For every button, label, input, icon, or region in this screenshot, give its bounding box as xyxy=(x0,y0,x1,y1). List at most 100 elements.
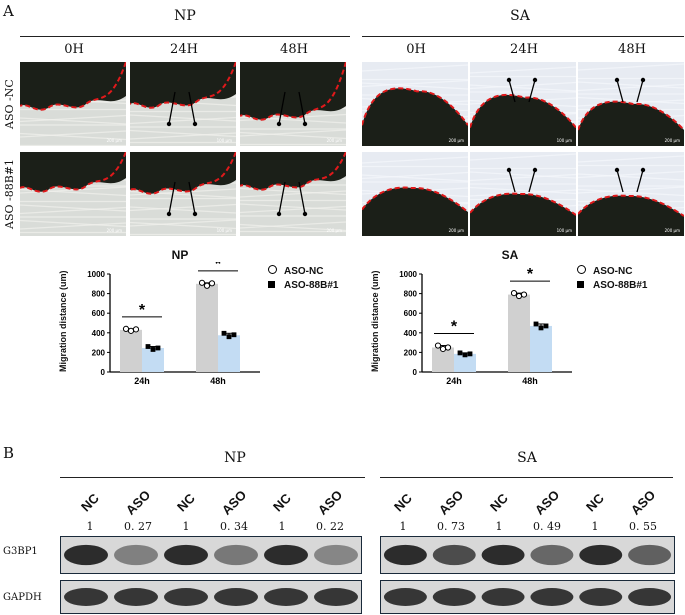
scale-bar-label: 200 μm xyxy=(106,228,122,233)
filled-square-marker-icon xyxy=(577,281,584,288)
sa-legend: ASO-NC ASO-88B#1 xyxy=(577,265,647,295)
np-lane-label-1: NC xyxy=(78,490,102,515)
wb-np-divider xyxy=(60,477,365,478)
sa-ratio-4: 0. 49 xyxy=(533,520,561,533)
np-point xyxy=(122,325,130,332)
sa-point xyxy=(467,351,473,357)
scale-bar-label: 100 μm xyxy=(556,138,572,143)
blot-band xyxy=(383,588,427,606)
np-group-title: NP xyxy=(174,8,196,24)
sa-gapdh-blot xyxy=(380,580,675,614)
blot-band xyxy=(481,544,525,566)
sa-point xyxy=(462,352,468,358)
blot-band xyxy=(64,588,108,606)
scale-bar-label: 100 μm xyxy=(216,138,232,143)
sa-micrograph-r2-c3: 200 μm xyxy=(578,152,684,236)
np-point xyxy=(231,332,237,338)
np-ratio-6: 0. 22 xyxy=(316,520,344,533)
sa-legend-label-aso-88b: ASO-88B#1 xyxy=(593,280,648,291)
np-lane-label-6: ASO xyxy=(314,487,346,518)
blot-label-gapdh: GAPDH xyxy=(3,592,42,603)
scale-bar-label: 100 μm xyxy=(216,228,232,233)
np-chart-title: NP xyxy=(171,248,189,262)
sa-point xyxy=(538,325,544,331)
sa-point xyxy=(533,321,539,327)
np-point xyxy=(198,279,206,286)
np-ytick-label: 1000 xyxy=(87,270,105,279)
blot-band xyxy=(530,588,574,606)
sa-header-48h: 48H xyxy=(618,42,646,57)
blot-band xyxy=(314,588,358,606)
np-bar-chart: 0 200 400 600 800 1000 24h * 48h * xyxy=(87,262,260,386)
np-legend-label-aso-88b: ASO-88B#1 xyxy=(284,280,339,291)
blot-band xyxy=(314,544,358,566)
blot-band xyxy=(64,544,108,566)
sa-ytick-label: 200 xyxy=(404,348,418,357)
np-ratio-1: 1 xyxy=(86,520,94,533)
wb-sa-group-title: SA xyxy=(517,450,537,466)
np-legend-item-aso-88b: ASO-88B#1 xyxy=(268,280,338,295)
np-g3bp1-blot xyxy=(60,536,362,574)
blot-band xyxy=(432,588,476,606)
scale-bar-label: 200 μm xyxy=(326,228,342,233)
np-xtick-label: 24h xyxy=(134,376,150,386)
scale-bar-label: 100 μm xyxy=(556,228,572,233)
wb-sa-divider xyxy=(380,477,673,478)
sa-ratio-6: 0. 55 xyxy=(629,520,657,533)
sa-ytick-label: 400 xyxy=(404,329,418,338)
blot-band xyxy=(164,544,208,566)
np-header-48h: 48H xyxy=(280,42,308,57)
sa-legend-item-aso-nc: ASO-NC xyxy=(577,265,647,280)
sa-group-divider xyxy=(362,36,684,37)
blot-band xyxy=(530,544,574,566)
sa-micrograph-r1-c1: 200 μm xyxy=(362,62,468,146)
np-ratio-2: 0. 27 xyxy=(124,520,152,533)
np-ratio-3: 1 xyxy=(182,520,190,533)
blot-band xyxy=(164,588,208,606)
sa-group-title: SA xyxy=(510,8,530,24)
sa-header-24h: 24H xyxy=(510,42,538,57)
sa-chart-title: SA xyxy=(501,248,519,262)
np-micrograph-r2-c2: 100 μm xyxy=(130,152,236,236)
blot-band xyxy=(579,588,623,606)
sa-point xyxy=(439,345,447,353)
sa-point xyxy=(515,292,523,300)
np-point xyxy=(132,326,140,333)
sa-ratio-2: 0. 73 xyxy=(437,520,465,533)
np-significance-star: * xyxy=(215,262,222,273)
blot-band xyxy=(264,588,308,606)
sa-lane-label-1: NC xyxy=(391,490,415,515)
blot-band xyxy=(579,544,623,566)
sa-significance-star: * xyxy=(527,266,534,283)
sa-ytick-label: 0 xyxy=(413,368,418,377)
sa-micrograph-r1-c3: 200 μm xyxy=(578,62,684,146)
scale-bar-label: 200 μm xyxy=(448,138,464,143)
np-ytick-label: 800 xyxy=(92,290,106,299)
sa-significance-star: * xyxy=(451,319,458,336)
np-micrograph-r1-c1: 200 μm xyxy=(20,62,126,146)
np-lane-label-3: NC xyxy=(174,490,198,515)
np-micrograph-r2-c1: 200 μm xyxy=(20,152,126,236)
np-legend-label-aso-nc: ASO-NC xyxy=(284,266,324,277)
sa-point xyxy=(444,344,452,351)
sa-micrograph-r2-c1: 200 μm xyxy=(362,152,468,236)
sa-lane-label-4: ASO xyxy=(531,487,563,518)
np-header-24h: 24H xyxy=(170,42,198,57)
sa-ratio-5: 1 xyxy=(591,520,599,533)
row-label-aso-88b: ASO -88B#1 xyxy=(3,159,16,230)
sa-bar-48h-s2 xyxy=(530,325,552,372)
sa-lane-label-5: NC xyxy=(583,490,607,515)
sa-point xyxy=(434,342,442,349)
np-ratio-5: 1 xyxy=(278,520,286,533)
np-lane-label-2: ASO xyxy=(122,487,154,518)
blot-band xyxy=(628,544,672,566)
np-legend-item-aso-nc: ASO-NC xyxy=(268,265,338,280)
np-bar-48h-s2 xyxy=(218,335,240,372)
np-y-axis-label: Migration distance (um) xyxy=(58,270,68,372)
scale-bar-label: 200 μm xyxy=(448,228,464,233)
np-micrograph-r1-c2: 100 μm xyxy=(130,62,236,146)
sa-bar-24h-s2 xyxy=(454,353,476,372)
np-bar-48h-s1 xyxy=(196,283,218,372)
np-group-divider xyxy=(20,36,350,37)
sa-ratio-3: 1 xyxy=(495,520,503,533)
